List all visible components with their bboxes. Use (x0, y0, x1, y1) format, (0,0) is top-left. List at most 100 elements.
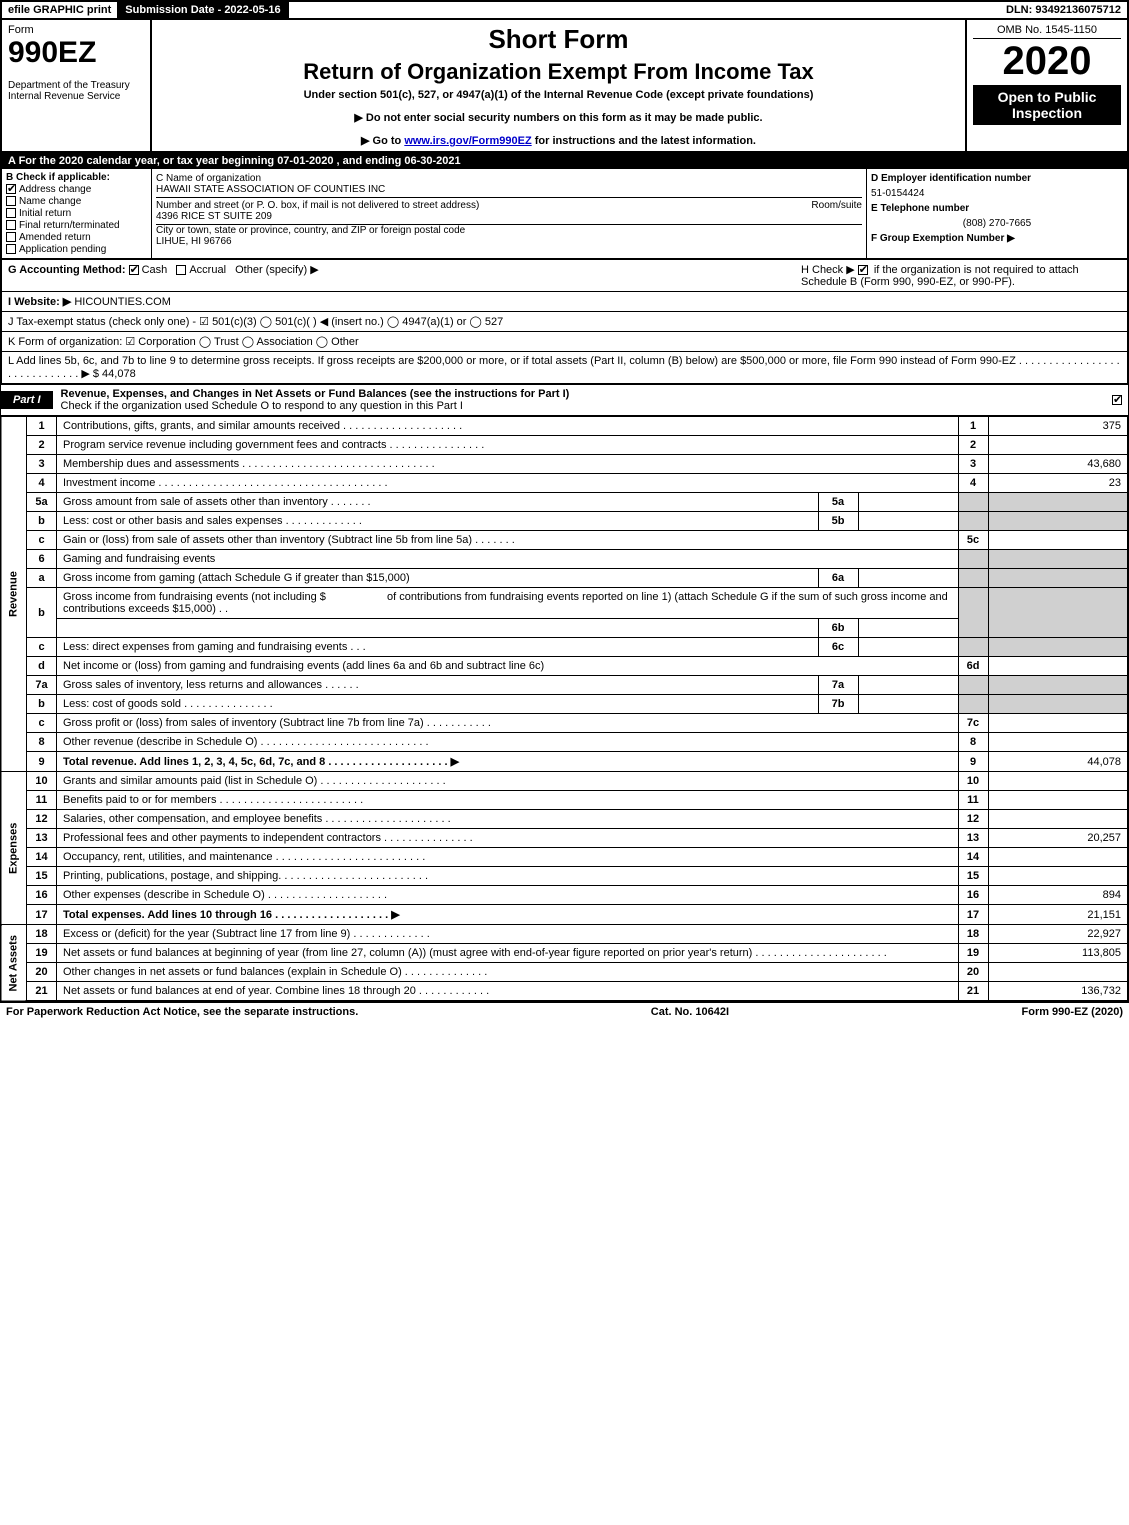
line-7a-text: Gross sales of inventory, less returns a… (57, 676, 819, 695)
org-name-label: C Name of organization (156, 173, 862, 184)
section-b-title: B Check if applicable: (6, 172, 147, 183)
revenue-section-label: Revenue (1, 417, 27, 772)
line-6-text: Gaming and fundraising events (57, 550, 959, 569)
line-5b-value (858, 512, 958, 531)
irs-link[interactable]: www.irs.gov/Form990EZ (404, 135, 531, 147)
line-11-value (988, 791, 1128, 810)
line-6a-value (858, 569, 958, 588)
line-6d-value (988, 657, 1128, 676)
line-17-text: Total expenses. Add lines 10 through 16 … (57, 905, 959, 925)
line-5b-text: Less: cost or other basis and sales expe… (57, 512, 819, 531)
checkbox-initial-return[interactable] (6, 208, 16, 218)
line-12-value (988, 810, 1128, 829)
entity-info: B Check if applicable: Address change Na… (0, 169, 1129, 260)
line-14-text: Occupancy, rent, utilities, and maintena… (57, 848, 959, 867)
row-g-h: G Accounting Method: Cash Accrual Other … (0, 260, 1129, 292)
part-1-title: Revenue, Expenses, and Changes in Net As… (61, 388, 570, 400)
line-8-value (988, 733, 1128, 752)
checkbox-accrual[interactable] (176, 265, 186, 275)
row-i-website: I Website: ▶ HICOUNTIES.COM (0, 292, 1129, 312)
line-16-value: 894 (988, 886, 1128, 905)
line-6b-text1: Gross income from fundraising events (no… (57, 588, 959, 619)
checkbox-schedule-b[interactable] (858, 265, 868, 275)
group-exemption-label: F Group Exemption Number ▶ (871, 231, 1123, 246)
line-10-text: Grants and similar amounts paid (list in… (57, 772, 959, 791)
ein-value: 51-0154424 (871, 186, 1123, 201)
line-3-text: Membership dues and assessments . . . . … (57, 455, 959, 474)
line-2-text: Program service revenue including govern… (57, 436, 959, 455)
ssn-warning: ▶ Do not enter social security numbers o… (158, 111, 959, 124)
checkbox-amended-return[interactable] (6, 232, 16, 242)
checkbox-cash[interactable] (129, 265, 139, 275)
line-6c-text: Less: direct expenses from gaming and fu… (57, 638, 819, 657)
row-k-org-form: K Form of organization: ☑ Corporation ◯ … (0, 332, 1129, 352)
line-15-value (988, 867, 1128, 886)
efile-print-button[interactable]: efile GRAPHIC print (2, 2, 119, 18)
line-7b-text: Less: cost of goods sold . . . . . . . .… (57, 695, 819, 714)
line-4-value: 23 (988, 474, 1128, 493)
line-21-value: 136,732 (988, 982, 1128, 1002)
line-7a-value (858, 676, 958, 695)
line-13-text: Professional fees and other payments to … (57, 829, 959, 848)
line-18-text: Excess or (deficit) for the year (Subtra… (57, 925, 959, 944)
checkbox-name-change[interactable] (6, 196, 16, 206)
line-4-text: Investment income . . . . . . . . . . . … (57, 474, 959, 493)
line-17-value: 21,151 (988, 905, 1128, 925)
addr-label: Number and street (or P. O. box, if mail… (156, 200, 791, 211)
row-a-tax-year: A For the 2020 calendar year, or tax yea… (0, 153, 1129, 169)
line-21-text: Net assets or fund balances at end of ye… (57, 982, 959, 1002)
line-5a-text: Gross amount from sale of assets other t… (57, 493, 819, 512)
ein-label: D Employer identification number (871, 173, 1031, 184)
city-value: LIHUE, HI 96766 (156, 236, 862, 247)
dept-label: Department of the Treasury (8, 80, 144, 91)
org-name-value: HAWAII STATE ASSOCIATION OF COUNTIES INC (156, 184, 862, 195)
form-header: Form 990EZ Department of the Treasury In… (0, 20, 1129, 153)
line-7c-value (988, 714, 1128, 733)
part-1-check-text: Check if the organization used Schedule … (61, 400, 463, 412)
footer-mid: Cat. No. 10642I (651, 1006, 729, 1018)
irs-label: Internal Revenue Service (8, 91, 144, 102)
expenses-section-label: Expenses (1, 772, 27, 925)
line-5c-value (988, 531, 1128, 550)
line-6a-text: Gross income from gaming (attach Schedul… (57, 569, 819, 588)
line-10-value (988, 772, 1128, 791)
line-6c-value (858, 638, 958, 657)
line-19-value: 113,805 (988, 944, 1128, 963)
phone-label: E Telephone number (871, 203, 969, 214)
checkbox-final-return[interactable] (6, 220, 16, 230)
short-form-title: Short Form (158, 24, 959, 55)
row-l-gross-receipts: L Add lines 5b, 6c, and 7b to line 9 to … (0, 352, 1129, 384)
line-9-value: 44,078 (988, 752, 1128, 772)
subtitle: Under section 501(c), 527, or 4947(a)(1)… (158, 89, 959, 101)
line-1-value: 375 (988, 417, 1128, 436)
line-3-value: 43,680 (988, 455, 1128, 474)
dln-label: DLN: 93492136075712 (1000, 2, 1127, 18)
netassets-section-label: Net Assets (1, 925, 27, 1002)
form-number: 990EZ (8, 36, 144, 70)
addr-value: 4396 RICE ST SUITE 209 (156, 211, 791, 222)
phone-value: (808) 270-7665 (871, 216, 1123, 231)
line-13-value: 20,257 (988, 829, 1128, 848)
part-1-header: Part I Revenue, Expenses, and Changes in… (0, 384, 1129, 416)
checkbox-application-pending[interactable] (6, 244, 16, 254)
checkbox-address-change[interactable] (6, 184, 16, 194)
footer-left: For Paperwork Reduction Act Notice, see … (6, 1006, 358, 1018)
tax-year: 2020 (973, 41, 1121, 81)
open-public-badge: Open to Public Inspection (973, 85, 1121, 125)
line-7b-value (858, 695, 958, 714)
line-14-value (988, 848, 1128, 867)
room-suite-label: Room/suite (811, 200, 862, 222)
checkbox-schedule-o-part1[interactable] (1112, 395, 1122, 405)
row-j-tax-exempt: J Tax-exempt status (check only one) - ☑… (0, 312, 1129, 332)
footer-right: Form 990-EZ (2020) (1022, 1006, 1123, 1018)
line-18-value: 22,927 (988, 925, 1128, 944)
line-19-text: Net assets or fund balances at beginning… (57, 944, 959, 963)
line-8-text: Other revenue (describe in Schedule O) .… (57, 733, 959, 752)
submission-date-label: Submission Date - 2022-05-16 (119, 2, 288, 18)
goto-instructions: ▶ Go to www.irs.gov/Form990EZ for instru… (158, 134, 959, 147)
main-title: Return of Organization Exempt From Incom… (158, 59, 959, 85)
line-20-value (988, 963, 1128, 982)
website-value: HICOUNTIES.COM (74, 296, 171, 308)
line-11-text: Benefits paid to or for members . . . . … (57, 791, 959, 810)
top-bar: efile GRAPHIC print Submission Date - 20… (0, 0, 1129, 20)
